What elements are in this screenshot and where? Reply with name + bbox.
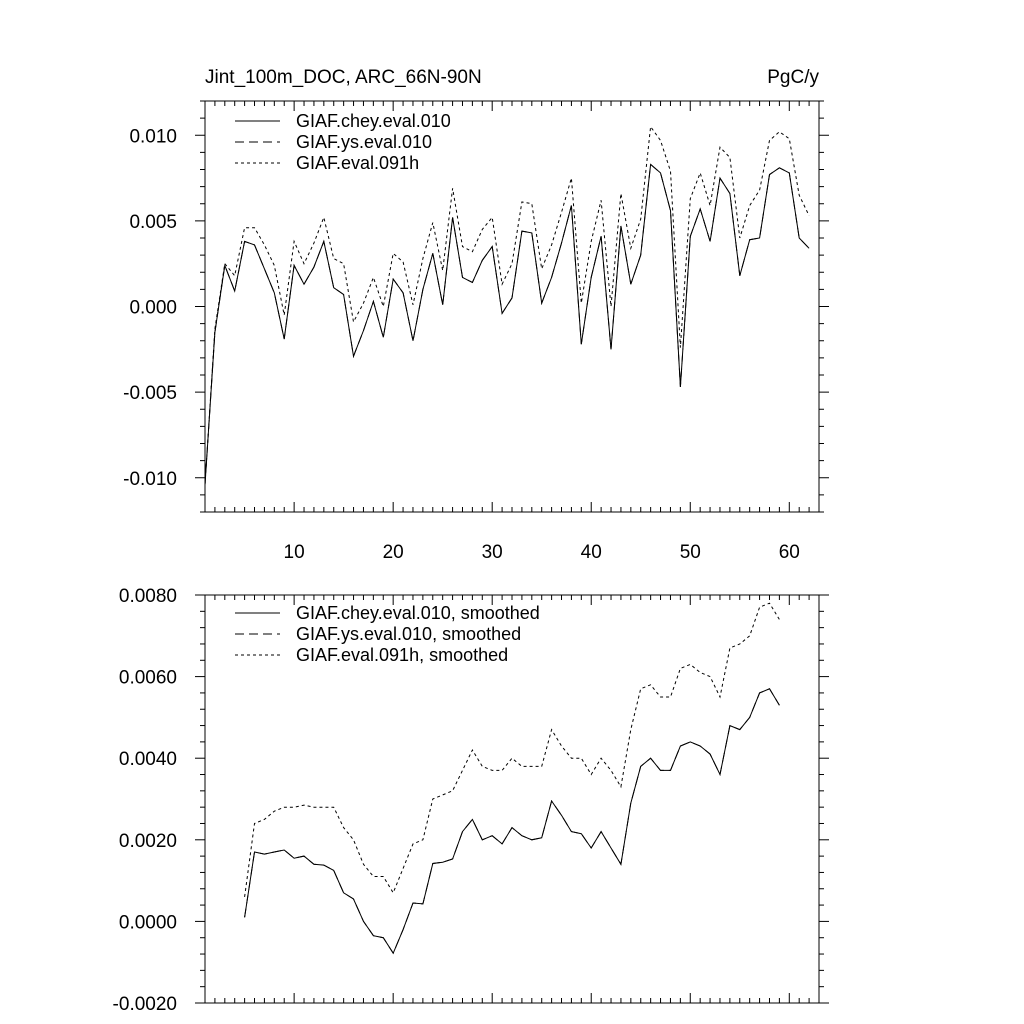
top-series-giaf-chey-eval-010 (204, 163, 810, 485)
bottom-y-tick-label: 0.0040 (119, 749, 177, 770)
top-x-tick-label: 60 (779, 542, 800, 563)
top-x-tick-label: 10 (284, 542, 305, 563)
top-legend-label-2: GIAF.ys.eval.010 (296, 132, 432, 152)
bottom-series-giaf-chey-eval-010-smoothed (244, 688, 780, 955)
top-x-tick-label: 50 (680, 542, 701, 563)
bottom-legend-label-2: GIAF.ys.eval.010, smoothed (296, 624, 521, 644)
top-legend-label-3: GIAF.eval.091h (296, 153, 419, 173)
top-x-tick-label: 30 (482, 542, 503, 563)
bottom-y-tick-label: 0.0080 (119, 586, 177, 607)
top-x-tick-label: 40 (581, 542, 602, 563)
top-series-giaf-ys-eval-010 (204, 163, 810, 485)
bottom-y-tick-label: 0.0060 (119, 668, 177, 689)
top-series-giaf-eval-091h (204, 125, 810, 485)
bottom-y-tick-label: -0.0020 (113, 994, 177, 1015)
bottom-axes: -0.0020 0.0000 0.0020 0.0040 0.0060 0.0080 (113, 586, 829, 1015)
bottom-series-giaf-ys-eval-010-smoothed (244, 688, 780, 955)
top-legend: GIAF.chey.eval.010 GIAF.ys.eval.010 GIAF… (235, 111, 451, 173)
top-y-tick-label: -0.005 (123, 383, 177, 404)
top-chart-units: PgC/y (767, 67, 819, 88)
bottom-legend: GIAF.chey.eval.010, smoothed GIAF.ys.eva… (235, 603, 540, 665)
top-series-lines (204, 125, 810, 485)
top-y-tick-label: 0.005 (129, 212, 177, 233)
bottom-series-giaf-eval-091h-smoothed (244, 602, 780, 897)
top-axes: 10 20 30 40 50 60 -0.010 -0.005 0.000 0.005 0.010 (123, 100, 829, 563)
bottom-y-tick-label: 0.0000 (119, 912, 177, 933)
top-x-tick-label: 20 (383, 542, 404, 563)
bottom-panel: -0.0020 0.0000 0.0020 0.0040 0.0060 0.0080 GI… (113, 586, 829, 1015)
top-y-tick-label: 0.010 (129, 126, 177, 147)
bottom-legend-label-3: GIAF.eval.091h, smoothed (296, 645, 508, 665)
top-panel: Jint_100m_DOC, ARC_66N-90N PgC/y 10 20 30 4… (123, 67, 829, 563)
top-y-tick-label: 0.000 (129, 298, 177, 319)
top-legend-label-1: GIAF.chey.eval.010 (296, 111, 451, 131)
bottom-legend-label-1: GIAF.chey.eval.010, smoothed (296, 603, 540, 623)
top-y-tick-label: -0.010 (123, 469, 177, 490)
bottom-y-tick-label: 0.0020 (119, 831, 177, 852)
bottom-series-lines (244, 602, 780, 955)
top-chart-title: Jint_100m_DOC, ARC_66N-90N (205, 67, 482, 88)
